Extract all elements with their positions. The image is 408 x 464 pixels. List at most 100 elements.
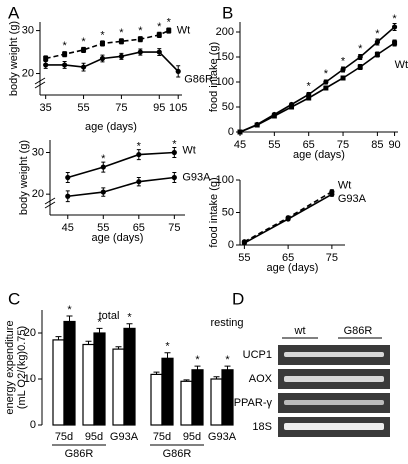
- marker: [329, 191, 335, 197]
- series-line: [67, 151, 175, 179]
- x-tick-label: 45: [234, 139, 246, 151]
- marker: [65, 193, 71, 199]
- row-label: AOX: [249, 373, 273, 385]
- axis-break: [34, 81, 46, 89]
- marker: [285, 216, 291, 222]
- error-bar: [96, 327, 103, 333]
- x-axis-label: age (days): [293, 149, 345, 161]
- x-tick-label: 75: [168, 222, 180, 234]
- significance: *: [195, 354, 200, 366]
- gel-panel: D wt G86R UCP1 AOX PPAR-γ 18S: [232, 289, 390, 437]
- error-bar: [55, 336, 62, 340]
- marker: [391, 24, 398, 30]
- significance: *: [172, 138, 177, 150]
- marker: [357, 54, 363, 60]
- significance: *: [81, 36, 86, 48]
- y-axis-label: food intake (g): [208, 42, 220, 112]
- error-bar: [85, 340, 92, 345]
- x-tick-label: 95d: [183, 431, 201, 443]
- y-tick-label: 150: [216, 51, 234, 63]
- marker: [323, 79, 329, 85]
- error-bar: [213, 376, 220, 379]
- error-bar: [224, 365, 231, 370]
- significance: *: [67, 304, 72, 316]
- y-tick-label: 50: [222, 206, 234, 218]
- significance: *: [97, 316, 102, 328]
- axis-break: [44, 197, 56, 205]
- significance: *: [375, 28, 380, 40]
- panel-label: C: [8, 289, 20, 308]
- x-tick-label: 55: [77, 102, 89, 114]
- x-tick-label: 90: [388, 139, 400, 151]
- significance: *: [165, 341, 170, 353]
- bar: [82, 343, 95, 426]
- panel-label: A: [8, 3, 20, 22]
- x-axis-label: age (days): [267, 262, 319, 274]
- legend-label: Wt: [338, 180, 351, 192]
- x-tick-label: G93A: [110, 431, 139, 443]
- marker: [100, 164, 106, 170]
- x-axis-label: age (days): [92, 232, 144, 244]
- significance: *: [341, 55, 346, 67]
- x-tick-label: G93A: [208, 431, 237, 443]
- y-tick-label: 100: [216, 76, 234, 88]
- x-tick-label: 35: [40, 102, 52, 114]
- significance: *: [137, 140, 142, 152]
- series-line: [45, 51, 179, 72]
- marker: [241, 240, 247, 246]
- bands: [284, 352, 384, 430]
- bar: [63, 320, 76, 426]
- row-label: PPAR-γ: [234, 397, 273, 409]
- marker: [99, 40, 105, 46]
- marker: [237, 129, 243, 135]
- y-axis-label: body weight (g): [8, 21, 20, 96]
- x-tick-label: 105: [169, 102, 187, 114]
- bar: [210, 378, 223, 426]
- marker: [118, 53, 125, 59]
- marker: [136, 179, 142, 185]
- x-tick-label: 95: [153, 102, 165, 114]
- x-tick-label: 75: [115, 102, 127, 114]
- group-label: resting: [210, 317, 243, 329]
- marker: [357, 64, 363, 70]
- x-tick-label: 55: [268, 139, 280, 151]
- marker: [100, 189, 106, 195]
- significance: *: [307, 80, 312, 92]
- error-bar: [183, 379, 190, 382]
- x-tick-label: 65: [133, 222, 145, 234]
- y-tick-label: 20: [22, 67, 34, 79]
- significance: *: [392, 13, 397, 25]
- marker: [374, 52, 380, 57]
- band: [284, 423, 384, 430]
- significance: *: [62, 40, 67, 52]
- bar: [52, 339, 65, 426]
- series-line: [239, 42, 396, 133]
- legend-label: Wt: [177, 24, 190, 36]
- marker: [137, 49, 143, 55]
- x-tick-label: 65: [303, 139, 315, 151]
- y-axis-label: body weight (g): [18, 140, 30, 215]
- marker: [392, 40, 398, 46]
- legend-label: Wt: [182, 144, 195, 156]
- marker: [62, 62, 68, 68]
- gel-rows: [278, 345, 390, 437]
- bar: [191, 369, 204, 426]
- marker: [254, 122, 260, 128]
- bar: [112, 348, 125, 426]
- significance: *: [127, 312, 132, 324]
- marker: [271, 113, 277, 119]
- y-tick-label: 30: [32, 146, 44, 158]
- marker: [306, 95, 312, 101]
- marker: [175, 68, 181, 74]
- marker: [62, 51, 68, 57]
- y-tick-label: 10: [24, 373, 36, 385]
- panel-label: D: [232, 289, 244, 308]
- marker: [340, 66, 346, 73]
- marker: [43, 62, 49, 68]
- x-tick-label: 75: [326, 252, 338, 264]
- marker: [323, 85, 329, 91]
- marker: [118, 38, 124, 44]
- significance: *: [138, 25, 143, 37]
- marker: [80, 64, 87, 70]
- marker: [137, 36, 143, 42]
